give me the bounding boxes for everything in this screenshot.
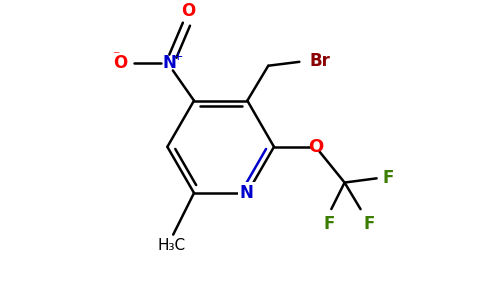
Text: O: O — [308, 138, 323, 156]
Text: O: O — [113, 54, 127, 72]
Text: ⁻: ⁻ — [112, 49, 120, 63]
Text: N: N — [240, 184, 253, 202]
Text: O: O — [181, 2, 196, 20]
Text: F: F — [323, 214, 335, 232]
Text: Br: Br — [309, 52, 330, 70]
Text: F: F — [363, 214, 375, 232]
Text: H₃C: H₃C — [157, 238, 185, 253]
Text: +: + — [172, 50, 183, 63]
Text: F: F — [382, 169, 394, 187]
Text: N: N — [162, 54, 176, 72]
